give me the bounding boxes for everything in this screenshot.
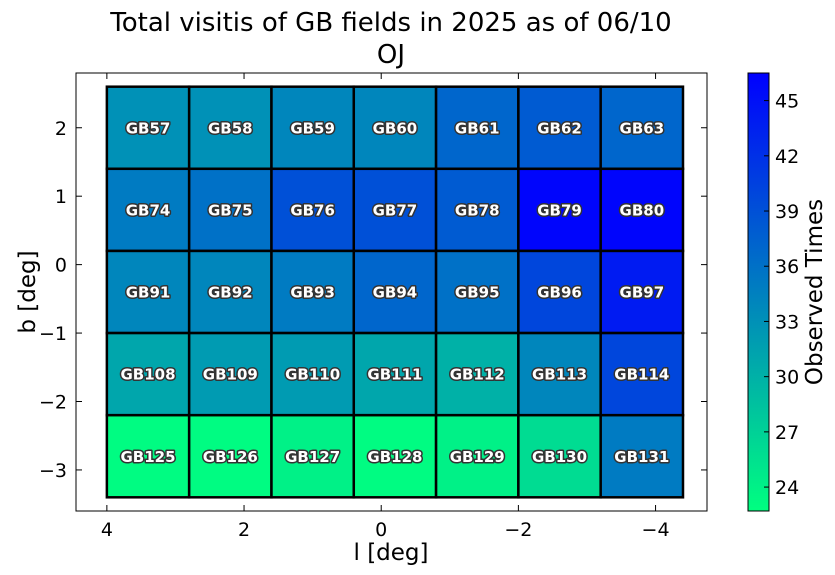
field-cell-gb125 (105, 413, 191, 499)
y-tick-label: −1 (39, 323, 67, 345)
field-cell-gb80 (599, 167, 685, 253)
field-labels: GB57 GB58 GB59 GB60 GB61 GB62 GB63 GB74 GB75 GB76… (119, 118, 671, 468)
field-label-gb129: GB129 (450, 448, 505, 466)
field-label-gb96: GB96 (537, 284, 582, 302)
field-label-gb74: GB74 (126, 201, 171, 219)
colorbar-tick-label: 27 (775, 422, 799, 444)
field-cell-gb74 (105, 167, 191, 253)
y-axis-ticks: 2 1 0 −1 −2 −3 (39, 118, 707, 482)
y-axis-label: b [deg] (15, 250, 41, 333)
field-label-gb63: GB63 (620, 119, 665, 137)
field-label-gb131: GB131 (614, 448, 669, 466)
x-tick-label: −4 (642, 519, 670, 541)
field-label-gb61: GB61 (455, 119, 500, 137)
y-tick-label: 0 (55, 255, 67, 277)
field-label-gb80: GB80 (620, 201, 665, 219)
field-cell-gb113 (517, 331, 602, 417)
field-label-gb109: GB109 (203, 366, 258, 384)
y-tick-label: −3 (39, 460, 67, 482)
x-tick-label: −2 (504, 519, 532, 541)
field-label-gb76: GB76 (290, 201, 335, 219)
field-cell-gb127 (270, 413, 356, 499)
field-label-gb78: GB78 (455, 201, 500, 219)
field-cell-gb130 (517, 413, 602, 499)
field-cell-gb62 (517, 85, 602, 171)
field-cell-gb108 (105, 331, 191, 417)
colorbar-tick-label: 24 (775, 477, 799, 499)
field-cell-gb93 (270, 249, 356, 335)
field-cell-gb96 (517, 249, 602, 335)
field-label-gb57: GB57 (126, 119, 171, 137)
plot-frame (75, 72, 708, 512)
field-cell-gb92 (187, 249, 273, 335)
field-cell-gb58 (187, 85, 273, 171)
field-label-gb125: GB125 (120, 448, 175, 466)
x-tick-label: 2 (238, 519, 250, 541)
field-cell-gb78 (434, 167, 520, 253)
colorbar-tick-label: 30 (775, 367, 799, 389)
field-cell-gb131 (599, 413, 685, 499)
colorbar-tick-label: 33 (775, 311, 799, 333)
field-label-gb91: GB91 (126, 284, 171, 302)
field-label-gb92: GB92 (208, 284, 253, 302)
x-axis-ticks: 4 2 0 −2 −4 (101, 73, 670, 541)
field-label-gb59: GB59 (290, 119, 335, 137)
field-label-gb58: GB58 (208, 119, 253, 137)
field-label-gb112: GB112 (450, 366, 505, 384)
chart-subtitle: OJ (377, 40, 405, 70)
field-cell-gb97 (599, 249, 685, 335)
colorbar-ticks: 24 27 30 33 36 39 42 45 (764, 91, 799, 499)
field-cell-gb109 (187, 331, 273, 417)
field-label-gb97: GB97 (620, 284, 665, 302)
field-label-gb111: GB111 (367, 366, 422, 384)
colorbar-label: Observed Times (802, 199, 828, 385)
field-label-gb60: GB60 (373, 119, 418, 137)
colorbar (747, 72, 770, 512)
field-label-gb114: GB114 (614, 366, 669, 384)
field-label-gb113: GB113 (532, 366, 587, 384)
field-label-gb128: GB128 (367, 448, 422, 466)
y-tick-label: 2 (55, 118, 67, 140)
field-label-gb95: GB95 (455, 284, 500, 302)
field-cells (105, 85, 685, 499)
colorbar-tick-label: 42 (775, 146, 799, 168)
field-label-gb79: GB79 (537, 201, 582, 219)
x-axis-label: l [deg] (354, 540, 429, 566)
field-label-gb126: GB126 (203, 448, 258, 466)
y-tick-label: 1 (55, 186, 67, 208)
field-label-gb108: GB108 (120, 366, 175, 384)
field-label-gb62: GB62 (537, 119, 582, 137)
y-tick-label: −2 (39, 392, 67, 414)
field-cell-gb57 (105, 85, 191, 171)
field-label-gb93: GB93 (290, 284, 335, 302)
field-label-gb127: GB127 (285, 448, 340, 466)
field-label-gb77: GB77 (373, 201, 418, 219)
x-tick-label: 4 (101, 519, 113, 541)
field-cell-gb95 (434, 249, 520, 335)
x-tick-label: 0 (375, 519, 387, 541)
field-cell-gb76 (270, 167, 356, 253)
field-label-gb94: GB94 (373, 284, 418, 302)
field-label-gb110: GB110 (285, 366, 340, 384)
field-label-gb130: GB130 (532, 448, 587, 466)
colorbar-tick-label: 39 (775, 201, 799, 223)
field-label-gb75: GB75 (208, 201, 253, 219)
colorbar-tick-label: 36 (775, 256, 799, 278)
colorbar-tick-label: 45 (775, 91, 799, 113)
chart-title: Total visitis of GB fields in 2025 as of… (109, 8, 671, 38)
